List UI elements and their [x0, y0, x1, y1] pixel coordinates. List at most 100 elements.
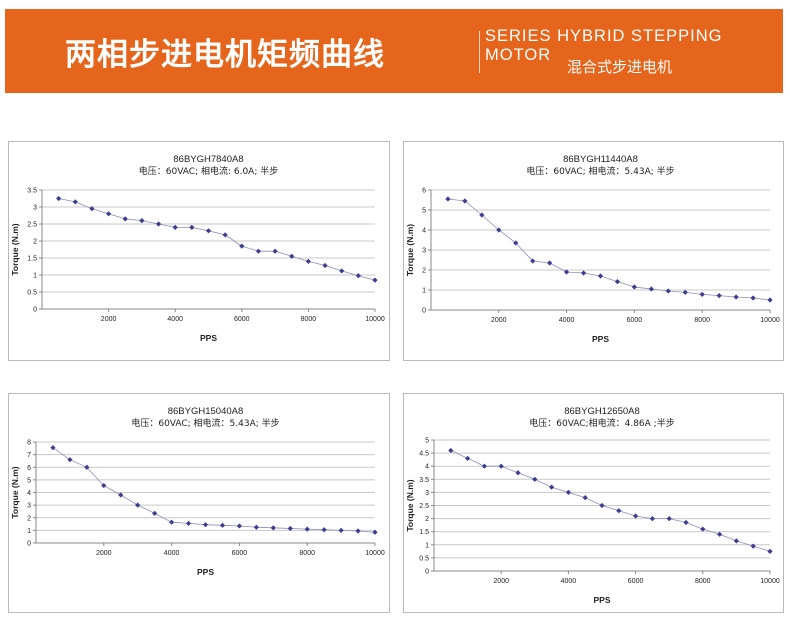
data-point [67, 457, 73, 463]
data-point [465, 455, 471, 461]
data-point [547, 260, 553, 266]
data-point [289, 253, 295, 259]
data-point [767, 297, 773, 303]
data-point [139, 218, 145, 224]
data-point [272, 248, 278, 254]
y-tick-label: 5 [425, 438, 429, 445]
data-point [222, 232, 228, 238]
y-tick-label: 3.5 [27, 188, 37, 195]
chart-title: 86BYGH12650A8 [564, 406, 640, 417]
x-tick-label: 8000 [299, 550, 315, 557]
x-tick-label: 4000 [559, 317, 575, 324]
x-tick-label: 6000 [232, 550, 248, 557]
x-tick-label: 2000 [493, 578, 509, 585]
series-title-en: SERIES HYBRID STEPPING MOTOR [485, 27, 723, 64]
y-tick-label: 0 [425, 569, 429, 576]
series-subtitle-cn: 混合式步进电机 [567, 58, 673, 76]
chart-subtitle: 电压：60VAC;相电流：4.86A ;半步 [529, 417, 674, 429]
y-tick-label: 0 [422, 308, 426, 315]
y-axis-label: Torque (N.m) [10, 466, 20, 518]
x-tick-label: 10000 [365, 316, 385, 323]
y-tick-label: 1.5 [27, 256, 37, 263]
data-point [169, 519, 175, 525]
y-tick-label: 1 [33, 273, 37, 280]
data-point [767, 548, 773, 554]
y-axis-label: Torque (N.m) [10, 223, 20, 275]
data-point [270, 525, 276, 531]
data-point [564, 269, 570, 275]
data-point [750, 543, 756, 549]
data-point [733, 538, 739, 544]
y-tick-label: 1 [425, 542, 429, 549]
data-point [236, 523, 242, 529]
y-tick-label: 3.5 [419, 477, 429, 484]
data-point [122, 216, 128, 222]
data-point [700, 526, 706, 532]
data-point [498, 463, 504, 469]
chart-title: 86BYGH11440A8 [563, 154, 638, 165]
data-point [750, 295, 756, 301]
x-tick-label: 4000 [167, 316, 183, 323]
data-point [513, 240, 519, 246]
data-point [372, 277, 378, 283]
data-point [338, 527, 344, 533]
data-point [448, 447, 454, 454]
series-line [58, 198, 376, 281]
data-point [185, 520, 192, 527]
data-point [633, 513, 639, 519]
x-tick-label: 10000 [760, 317, 780, 324]
data-point [239, 243, 245, 249]
data-point [72, 199, 78, 205]
data-point [445, 196, 451, 202]
y-tick-label: 4 [425, 464, 429, 471]
y-tick-label: 4 [27, 490, 31, 497]
data-point [631, 284, 637, 290]
y-tick-label: 4.5 [419, 451, 429, 458]
y-tick-label: 7 [27, 452, 31, 459]
data-point [304, 526, 310, 532]
data-point [106, 211, 112, 217]
data-point [717, 531, 723, 537]
data-point [699, 291, 705, 297]
x-tick-label: 2000 [101, 316, 117, 323]
x-tick-label: 10000 [760, 578, 780, 585]
y-tick-label: 5 [27, 477, 31, 484]
y-tick-label: 0.5 [419, 555, 429, 562]
data-point [666, 516, 672, 522]
data-point [530, 258, 536, 264]
data-point [219, 522, 226, 528]
x-axis-label: PPS [200, 333, 217, 343]
data-point [565, 489, 571, 495]
y-tick-label: 4 [422, 228, 426, 235]
data-point [582, 495, 588, 501]
y-tick-label: 2 [33, 239, 37, 246]
y-tick-label: 6 [27, 465, 31, 472]
data-point [50, 445, 56, 451]
x-tick-label: 2000 [96, 550, 112, 557]
data-point [155, 221, 162, 227]
y-tick-label: 2 [27, 515, 31, 522]
data-point [683, 519, 689, 526]
y-tick-label: 3 [27, 503, 31, 510]
data-point [372, 529, 378, 535]
data-point [515, 470, 521, 476]
data-point [614, 279, 621, 285]
y-tick-label: 3 [422, 248, 426, 255]
data-point [616, 508, 622, 514]
y-tick-label: 0 [33, 307, 37, 314]
x-tick-label: 8000 [695, 578, 711, 585]
data-point [665, 288, 671, 294]
series-line [447, 198, 771, 301]
x-tick-label: 8000 [301, 316, 317, 323]
x-tick-label: 2000 [491, 317, 507, 324]
chart-panel-1: 86BYGH7840A8 电压：60VAC; 相电流: 6.0A; 半步 0 0.5 1… [8, 141, 390, 361]
data-point [287, 525, 293, 532]
page-title: 两相步进电机矩频曲线 [65, 37, 385, 73]
x-axis-label: PPS [593, 595, 610, 605]
data-point [339, 268, 345, 274]
y-tick-label: 2.5 [27, 222, 37, 229]
y-tick-label: 2 [425, 516, 429, 523]
